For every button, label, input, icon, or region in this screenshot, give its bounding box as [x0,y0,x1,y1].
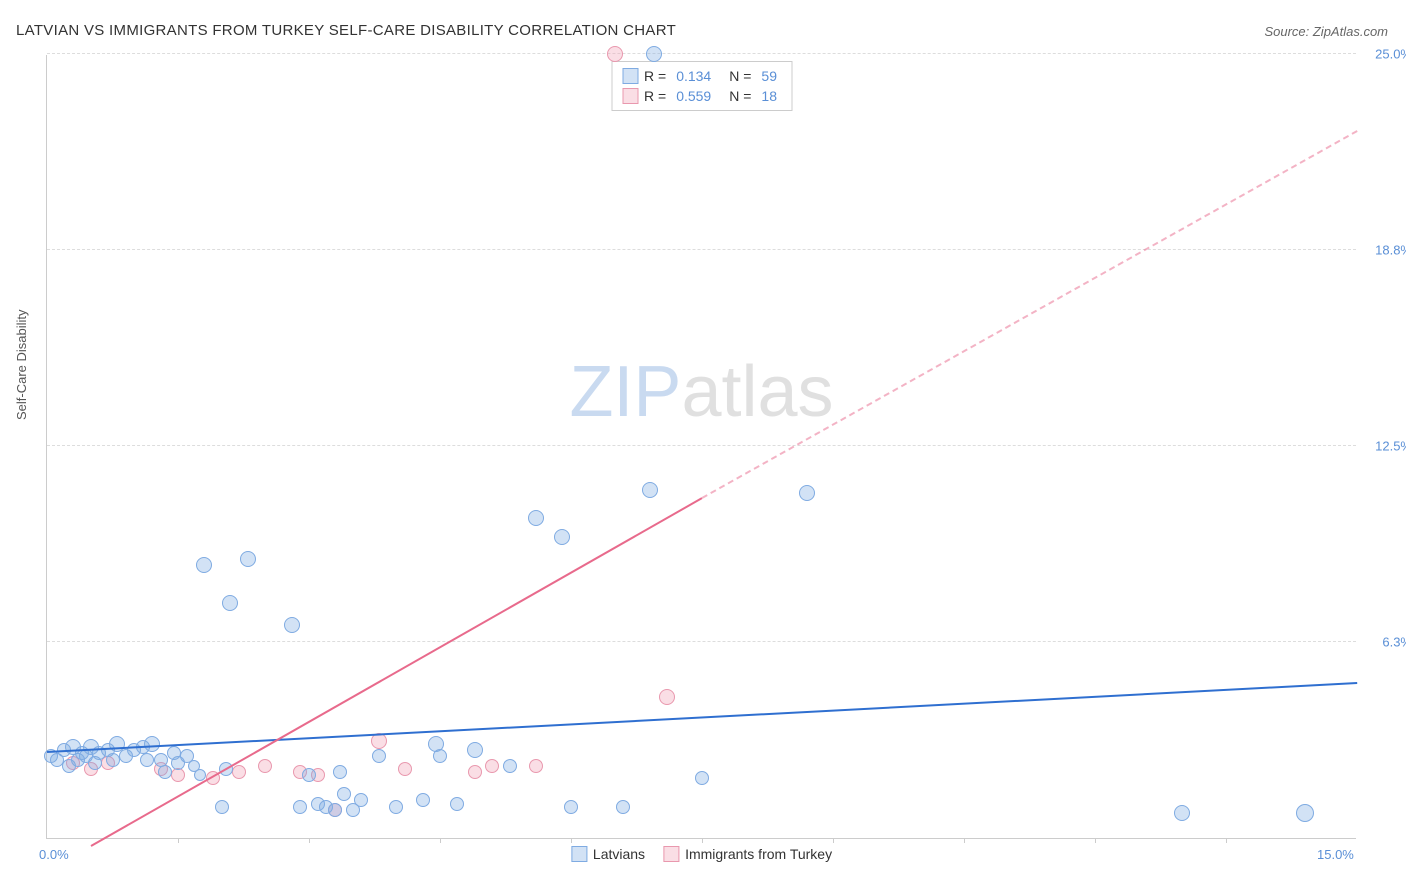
legend-label-latvians: Latvians [593,846,645,862]
x-tick-label: 0.0% [39,847,69,862]
stats-legend-row: R = 0.559 N = 18 [622,86,781,106]
x-tick [964,838,965,843]
data-point-latvians [799,485,815,501]
trend-line-latvians [47,682,1357,753]
data-point-latvians [240,551,256,567]
data-point-turkey [398,762,412,776]
legend-item-latvians: Latvians [571,846,645,862]
y-tick-label: 18.8% [1375,243,1406,258]
data-point-latvians [433,749,447,763]
stats-r-value: 0.559 [676,88,711,104]
x-tick [833,838,834,843]
stats-r-value: 0.134 [676,68,711,84]
stats-swatch [622,88,638,104]
data-point-latvians [354,793,368,807]
data-point-latvians [642,482,658,498]
x-tick [702,838,703,843]
stats-n-value: 18 [761,88,777,104]
data-point-latvians [695,771,709,785]
plot-area: ZIPatlas R = 0.134N = 59R = 0.559N = 18 … [46,55,1356,839]
data-point-latvians [467,742,483,758]
series-legend: Latvians Immigrants from Turkey [571,846,832,862]
data-point-latvians [302,768,316,782]
gridline [47,641,1356,642]
gridline [47,249,1356,250]
data-point-latvians [416,793,430,807]
stats-legend-row: R = 0.134 N = 59 [622,66,781,86]
y-tick-label: 25.0% [1375,47,1406,62]
trend-line-turkey [90,497,702,847]
data-point-latvians [333,765,347,779]
data-point-turkey [529,759,543,773]
y-axis-label: Self-Care Disability [14,309,29,420]
x-tick [571,838,572,843]
data-point-latvians [564,800,578,814]
stats-swatch [622,68,638,84]
data-point-latvians [284,617,300,633]
data-point-latvians [337,787,351,801]
y-tick-label: 6.3% [1382,635,1406,650]
data-point-latvians [389,800,403,814]
data-point-turkey [468,765,482,779]
stats-r-label: R = [644,68,666,84]
watermark-part2: atlas [681,352,833,432]
data-point-turkey [232,765,246,779]
legend-label-turkey: Immigrants from Turkey [685,846,832,862]
data-point-turkey [258,759,272,773]
stats-legend: R = 0.134 N = 59 R = 0.559 N = 18 [611,61,792,111]
x-tick [440,838,441,843]
x-tick [309,838,310,843]
data-point-latvians [106,753,120,767]
data-point-latvians [1296,804,1314,822]
data-point-turkey [171,768,185,782]
data-point-latvians [140,753,154,767]
data-point-latvians [215,800,229,814]
legend-item-turkey: Immigrants from Turkey [663,846,832,862]
data-point-latvians [372,749,386,763]
data-point-turkey [607,46,623,62]
x-tick [1095,838,1096,843]
data-point-latvians [616,800,630,814]
watermark: ZIPatlas [569,351,833,433]
x-tick-label: 15.0% [1317,847,1354,862]
stats-r-label: R = [644,88,666,104]
y-tick-label: 12.5% [1375,439,1406,454]
gridline [47,53,1356,54]
data-point-latvians [528,510,544,526]
data-point-turkey [485,759,499,773]
data-point-latvians [196,557,212,573]
data-point-latvians [222,595,238,611]
data-point-latvians [293,800,307,814]
data-point-latvians [1174,805,1190,821]
data-point-latvians [646,46,662,62]
chart-title: LATVIAN VS IMMIGRANTS FROM TURKEY SELF-C… [16,22,676,39]
stats-n-value: 59 [761,68,777,84]
data-point-latvians [554,529,570,545]
x-tick [178,838,179,843]
source-attribution: Source: ZipAtlas.com [1264,24,1388,39]
data-point-latvians [158,765,172,779]
data-point-latvians [144,736,160,752]
stats-n-label: N = [729,88,751,104]
legend-swatch-turkey [663,846,679,862]
watermark-part1: ZIP [569,352,681,432]
trend-line-turkey-dashed [702,131,1358,500]
legend-swatch-latvians [571,846,587,862]
data-point-latvians [450,797,464,811]
stats-n-label: N = [729,68,751,84]
data-point-turkey [659,689,675,705]
data-point-latvians [328,803,342,817]
data-point-latvians [503,759,517,773]
gridline [47,445,1356,446]
x-tick [1226,838,1227,843]
